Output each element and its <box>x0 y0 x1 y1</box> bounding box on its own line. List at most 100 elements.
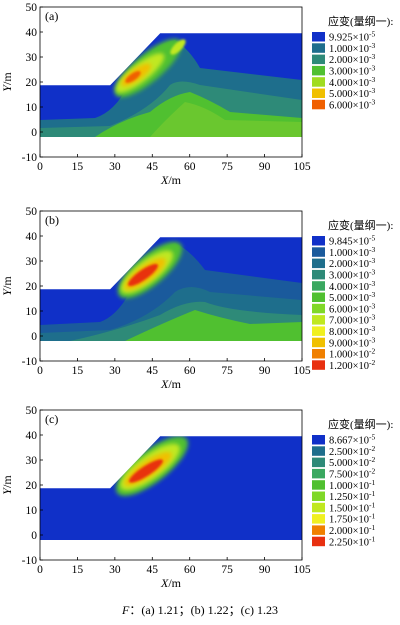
legend-label: 2.000×10-3 <box>329 52 376 66</box>
panel-c: (c) 0 15 30 45 60 75 90 105-1001020304050X/mY/m… <box>0 405 393 590</box>
legend-label: 1.200×10-2 <box>329 358 376 372</box>
x-tick-label: 90 <box>259 161 271 173</box>
legend-label: 7.000×10-3 <box>329 313 376 327</box>
y-tick-label: 0 <box>31 331 37 343</box>
legend-swatch <box>312 337 325 348</box>
legend-label: 2.250×10-1 <box>329 534 376 548</box>
slope-profile <box>40 32 302 86</box>
panel-c-contours <box>40 436 302 540</box>
y-tick-label: 30 <box>26 455 38 467</box>
legend-title: 应变(量纲一): <box>328 14 393 28</box>
y-tick-label: 30 <box>26 52 38 64</box>
legend-label: 4.000×10-3 <box>329 279 376 293</box>
legend-swatch <box>312 43 325 53</box>
x-tick-label: 15 <box>72 564 84 576</box>
contour-band <box>129 459 163 483</box>
x-tick-label: 0 <box>37 161 43 173</box>
x-tick-label: 0 <box>37 365 43 377</box>
y-tick-label: -10 <box>22 356 38 368</box>
legend-swatch <box>312 525 325 535</box>
legend-label: 5.000×10-3 <box>329 86 376 100</box>
y-tick-label: 20 <box>26 77 38 89</box>
panel-a: (a) 0 15 30 45 60 75 90 105-1001020304050X/mY/m… <box>0 2 393 187</box>
y-axis-label: Y/m <box>0 475 14 495</box>
legend-swatch <box>312 360 325 370</box>
x-tick-label: 75 <box>221 365 233 377</box>
legend-swatch <box>312 502 325 513</box>
legend-label: 2.500×10-2 <box>329 444 376 458</box>
legend-label: 2.000×10-1 <box>329 523 376 537</box>
y-axis-label: Y/m <box>0 72 14 92</box>
contour-band <box>170 39 186 55</box>
legend-label: 1.000×10-2 <box>329 347 376 361</box>
y-tick-label: 50 <box>26 2 38 14</box>
legend-label: 1.250×10-1 <box>329 489 376 503</box>
y-tick-label: 0 <box>31 127 37 139</box>
contour-band <box>127 263 159 287</box>
legend-swatch <box>312 32 325 42</box>
caption-text: ：(a) 1.21；(b) 1.22；(c) 1.23 <box>129 603 278 617</box>
x-tick-label: 105 <box>293 564 311 576</box>
legend-swatch <box>312 491 325 501</box>
y-tick-label: 20 <box>26 281 38 293</box>
x-tick-label: 75 <box>221 564 233 576</box>
y-tick-label: 20 <box>26 480 38 492</box>
legend-label: 1.000×10-1 <box>329 478 376 492</box>
x-tick-label: 15 <box>72 365 84 377</box>
y-tick-label: 40 <box>26 430 38 442</box>
y-tick-label: 0 <box>31 530 37 542</box>
slope-profile <box>40 435 302 489</box>
x-tick-label: 30 <box>109 365 121 377</box>
legend-swatch <box>312 99 325 110</box>
legend-swatch <box>312 54 325 65</box>
x-tick-label: 30 <box>109 564 121 576</box>
x-tick-label: 45 <box>147 161 159 173</box>
contour-band <box>40 436 302 540</box>
x-tick-label: 45 <box>147 564 159 576</box>
y-tick-label: 40 <box>26 27 38 39</box>
legend-swatch <box>312 468 325 479</box>
legend-label: 3.000×10-3 <box>329 268 376 282</box>
contour-band <box>150 102 302 137</box>
legend-swatch <box>312 446 325 456</box>
legend-label: 6.000×10-3 <box>329 301 376 315</box>
legend-swatch <box>312 236 325 246</box>
legend-swatch <box>312 292 325 302</box>
y-axis-label: Y/m <box>0 276 14 296</box>
panel-a-contours <box>40 33 302 137</box>
panel-b-contours <box>40 237 302 341</box>
y-tick-label: 50 <box>26 206 38 218</box>
y-tick-label: 10 <box>26 505 38 517</box>
legend-swatch <box>312 269 325 280</box>
legend-label: 1.500×10-1 <box>329 500 376 514</box>
contour-band <box>125 71 141 83</box>
legend-label: 9.000×10-3 <box>329 335 376 349</box>
legend-swatch <box>312 435 325 445</box>
legend-label: 6.000×10-3 <box>329 97 376 111</box>
legend-label: 5.000×10-3 <box>329 290 376 304</box>
y-tick-label: 30 <box>26 256 38 268</box>
legend-swatch <box>312 480 325 490</box>
legend-swatch <box>312 303 325 314</box>
y-tick-label: 10 <box>26 102 38 114</box>
y-tick-label: 40 <box>26 231 38 243</box>
x-tick-label: 105 <box>293 161 311 173</box>
x-tick-label: 15 <box>72 161 84 173</box>
x-tick-label: 60 <box>184 365 196 377</box>
legend-label: 8.000×10-3 <box>329 324 376 338</box>
x-axis-label: X/m <box>160 576 182 590</box>
panel-a-legend: 应变(量纲一): 9.925×10-51.000×10-32.000×10-33.… <box>312 14 393 111</box>
legend-label: 2.000×10-3 <box>329 256 376 270</box>
x-tick-label: 90 <box>259 365 271 377</box>
legend-label: 3.000×10-3 <box>329 64 376 78</box>
legend-label: 4.000×10-3 <box>329 75 376 89</box>
legend-swatch <box>312 65 325 76</box>
panel-b: (b) 0 15 30 45 60 75 90 105-1001020304050X/mY/m… <box>0 206 393 391</box>
panel-label: (a) <box>45 9 58 23</box>
x-tick-label: 75 <box>221 161 233 173</box>
y-tick-label: -10 <box>22 152 38 164</box>
x-tick-label: 60 <box>184 564 196 576</box>
legend-label: 1.750×10-1 <box>329 512 376 526</box>
panel-b-legend: 应变(量纲一): 9.845×10-51.000×10-32.000×10-33.… <box>312 218 393 372</box>
